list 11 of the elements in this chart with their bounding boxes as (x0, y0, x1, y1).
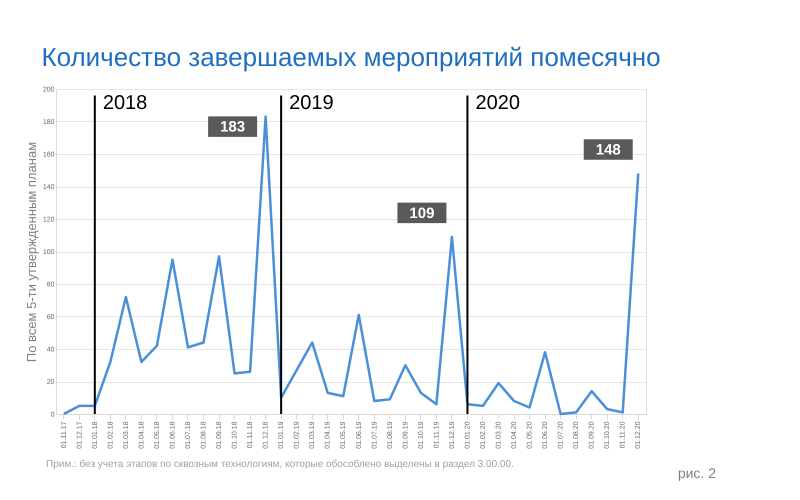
text: Прим.: без учета этапов по сквозным технологиям, которые обособлено выделены в раздел 3.00.00. (46, 459, 514, 470)
ref-line-label: 2018 (102, 92, 148, 114)
chart-title: Количество завершаемых мероприятий помесячно (41, 42, 661, 72)
line-series (62, 115, 640, 416)
text: рис. 2 (678, 465, 716, 481)
data-label: 148 (596, 142, 621, 158)
data-label: 183 (220, 118, 246, 136)
y-axis-title: По всем 5-ти утвержденным планам (24, 142, 39, 362)
ref-line-label: 2020 (475, 92, 520, 114)
data-label: 109 (409, 204, 434, 222)
ref-line-label: 2019 (289, 92, 334, 114)
